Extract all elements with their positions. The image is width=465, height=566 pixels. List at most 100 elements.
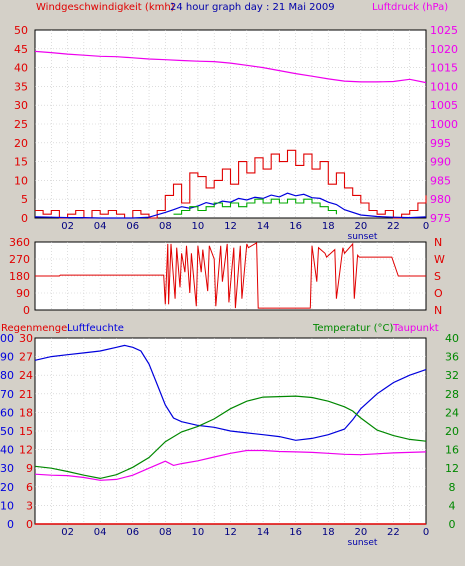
- wind-average-line: [34, 192, 427, 219]
- chart-title: 24 hour graph day : 21 Mai 2009: [170, 2, 335, 13]
- hour-tick-label: 14: [257, 221, 270, 232]
- pressure-tick-label: 1005: [430, 99, 458, 112]
- pressure-tick-label: 985: [430, 174, 451, 187]
- compass-tick-label: W: [434, 253, 445, 266]
- compass-tick-label: S: [434, 270, 441, 283]
- temperature-tick-label: 28: [445, 388, 459, 401]
- rain-tick-label: 12: [19, 444, 33, 457]
- wind-speed-tick-label: 35: [14, 80, 28, 93]
- humidity-tick-label: 60: [0, 406, 14, 419]
- hour-tick-label: 12: [224, 527, 237, 538]
- hour-tick-label: 20: [354, 527, 367, 538]
- hour-tick-label: 06: [126, 527, 139, 538]
- hour-tick-label: 18: [322, 221, 335, 232]
- direction-tick-label: 180: [9, 270, 30, 283]
- wind-speed-tick-label: 5: [21, 193, 28, 206]
- direction-tick-label: 90: [16, 287, 30, 300]
- rain-tick-label: 9: [26, 462, 33, 475]
- humidity-tick-label: 10: [0, 499, 14, 512]
- pressure-line: [34, 50, 427, 84]
- humidity-tick-label: 50: [0, 425, 14, 438]
- humidity-tick-label: 30: [0, 462, 14, 475]
- pressure-tick-label: 1015: [430, 62, 458, 75]
- humidity-tick-label: 0: [7, 518, 14, 531]
- dewpoint-axis-label: Taupunkt: [392, 323, 439, 334]
- hour-tick-label: 22: [387, 527, 400, 538]
- rain-tick-label: 3: [26, 499, 33, 512]
- humidity-axis-label: Luftfeuchte: [67, 323, 124, 334]
- humidity-tick-label: 40: [0, 444, 14, 457]
- wind-speed-axis-label: Windgeschwindigkeit (kmh): [36, 2, 175, 13]
- compass-tick-label: N: [434, 304, 442, 317]
- hour-tick-label: 08: [159, 221, 172, 232]
- hour-tick-label: 02: [61, 221, 74, 232]
- rain-tick-label: 15: [19, 425, 33, 438]
- humidity-tick-label: 90: [0, 351, 14, 364]
- temperature-line: [34, 395, 427, 480]
- humidity-tick-label: 100: [0, 332, 14, 345]
- pressure-tick-label: 1020: [430, 43, 458, 56]
- rain-tick-label: 6: [26, 481, 33, 494]
- wind-speed-tick-label: 20: [14, 137, 28, 150]
- dewpoint-line: [34, 449, 427, 481]
- hour-tick-label: 0: [423, 527, 429, 538]
- rain-tick-label: 27: [19, 351, 33, 364]
- sunset-label: sunset: [348, 538, 378, 548]
- wind-direction-line: [35, 242, 426, 309]
- hour-tick-label: 04: [94, 527, 107, 538]
- axis-ticks: 0510152025303540455097598098599099510001…: [0, 24, 459, 548]
- rain-axis-label: Regenmenge: [1, 323, 67, 334]
- pressure-tick-label: 1010: [430, 80, 458, 93]
- pressure-tick-label: 995: [430, 137, 451, 150]
- hour-tick-label: 22: [387, 221, 400, 232]
- hour-tick-label: 10: [192, 221, 205, 232]
- rain-tick-label: 30: [19, 332, 33, 345]
- grid-lines: [35, 30, 426, 524]
- pressure-tick-label: 975: [430, 212, 451, 225]
- temperature-tick-label: 4: [449, 499, 456, 512]
- hour-tick-label: 20: [354, 221, 367, 232]
- hour-tick-label: 0: [423, 221, 429, 232]
- temperature-tick-label: 40: [445, 332, 459, 345]
- wind-speed-tick-label: 45: [14, 43, 28, 56]
- temperature-tick-label: 32: [445, 369, 459, 382]
- sunset-label: sunset: [348, 232, 378, 242]
- compass-tick-label: O: [434, 287, 443, 300]
- temperature-tick-label: 16: [445, 444, 459, 457]
- hour-tick-label: 16: [289, 221, 302, 232]
- temperature-tick-label: 12: [445, 462, 459, 475]
- pressure-tick-label: 1000: [430, 118, 458, 131]
- pressure-tick-label: 980: [430, 193, 451, 206]
- rain-tick-label: 0: [26, 518, 33, 531]
- compass-tick-label: N: [434, 236, 442, 249]
- hour-tick-label: 08: [159, 527, 172, 538]
- hour-tick-label: 14: [257, 527, 270, 538]
- hour-tick-label: 06: [126, 221, 139, 232]
- data-series: [34, 50, 427, 525]
- hour-tick-label: 18: [322, 527, 335, 538]
- temperature-axis-label: Temperatur (°C): [312, 323, 393, 334]
- hour-tick-label: 04: [94, 221, 107, 232]
- wind-gust-line: [35, 149, 427, 219]
- wind-speed-tick-label: 0: [21, 212, 28, 225]
- hour-tick-label: 10: [192, 527, 205, 538]
- wind-speed-tick-label: 15: [14, 156, 28, 169]
- pressure-tick-label: 1025: [430, 24, 458, 37]
- pressure-axis-label: Luftdruck (hPa): [372, 2, 448, 13]
- direction-tick-label: 270: [9, 253, 30, 266]
- rain-tick-label: 24: [19, 369, 33, 382]
- wind-speed-tick-label: 30: [14, 99, 28, 112]
- temperature-tick-label: 20: [445, 425, 459, 438]
- wind-speed-tick-label: 25: [14, 118, 28, 131]
- wind-speed-tick-label: 50: [14, 24, 28, 37]
- hour-tick-label: 12: [224, 221, 237, 232]
- wind-speed-green-line: [173, 198, 337, 215]
- wind-speed-tick-label: 10: [14, 174, 28, 187]
- temperature-tick-label: 36: [445, 351, 459, 364]
- rain-tick-label: 18: [19, 406, 33, 419]
- humidity-tick-label: 80: [0, 369, 14, 382]
- hour-tick-label: 02: [61, 527, 74, 538]
- direction-tick-label: 0: [23, 304, 30, 317]
- humidity-line: [34, 344, 427, 441]
